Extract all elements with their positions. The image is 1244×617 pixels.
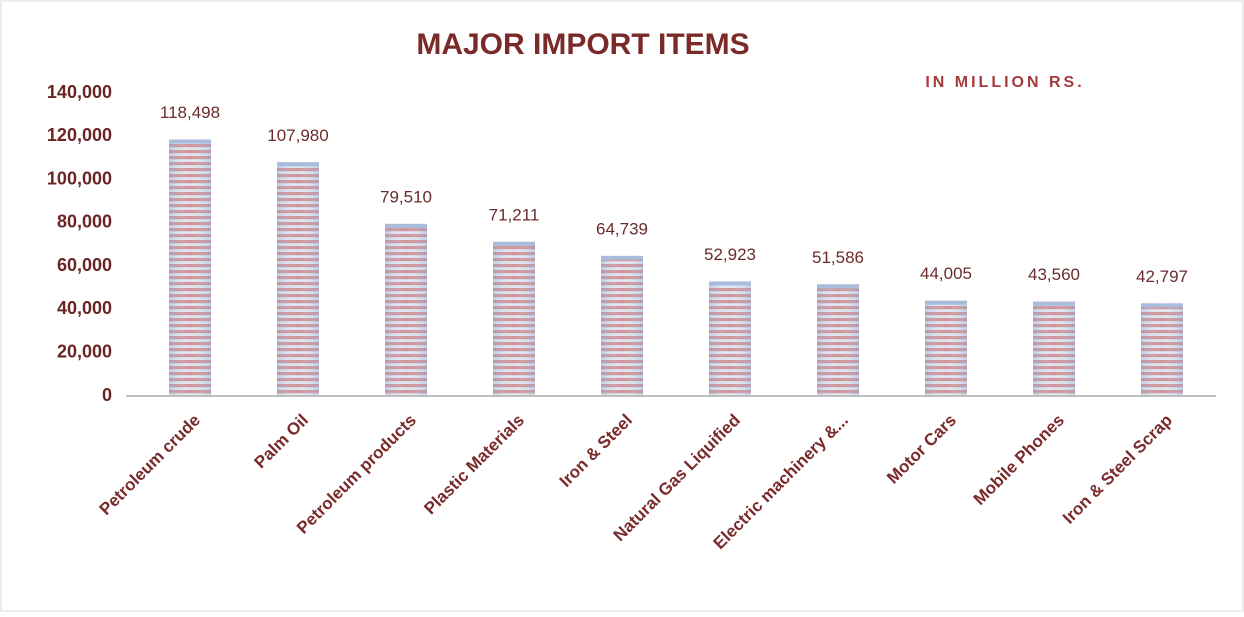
value-label: 42,797	[1136, 267, 1188, 286]
y-tick-label: 20,000	[57, 341, 112, 361]
bar-cap	[709, 281, 751, 286]
bar-cap	[385, 223, 427, 228]
bar-shade	[277, 162, 319, 396]
value-label: 44,005	[920, 264, 972, 283]
bar-cap	[817, 284, 859, 289]
value-label: 107,980	[267, 126, 328, 145]
value-label: 118,498	[160, 103, 220, 122]
y-tick-label: 100,000	[47, 168, 112, 188]
bar-cap	[169, 139, 211, 144]
value-label: 71,211	[489, 205, 540, 224]
value-label: 64,739	[596, 219, 648, 238]
bar-cap	[493, 241, 535, 246]
y-tick-label: 120,000	[47, 125, 112, 145]
y-tick-label: 40,000	[57, 298, 112, 318]
bar-shade	[817, 284, 859, 396]
value-label: 52,923	[704, 245, 756, 264]
value-label: 79,510	[380, 187, 432, 206]
bar-cap	[1033, 301, 1075, 306]
bar-cap	[601, 255, 643, 260]
y-tick-label: 80,000	[57, 212, 112, 232]
chart-title: MAJOR IMPORT ITEMS	[416, 28, 749, 61]
bar-shade	[385, 223, 427, 396]
y-tick-label: 140,000	[47, 82, 112, 102]
bar-cap	[277, 162, 319, 167]
bar-shade	[601, 255, 643, 396]
bar-cap	[1141, 303, 1183, 308]
bar-shade	[169, 139, 211, 396]
chart-subtitle: IN MILLION RS.	[925, 74, 1084, 91]
bar-shade	[709, 281, 751, 396]
bar-shade	[925, 300, 967, 396]
bar-cap	[925, 300, 967, 305]
value-label: 43,560	[1028, 265, 1080, 284]
bar-shade	[1033, 301, 1075, 396]
value-label: 51,586	[812, 248, 864, 267]
y-tick-label: 0	[102, 385, 112, 405]
bar-shade	[493, 241, 535, 396]
y-tick-label: 60,000	[57, 255, 112, 275]
bar-shade	[1141, 303, 1183, 396]
